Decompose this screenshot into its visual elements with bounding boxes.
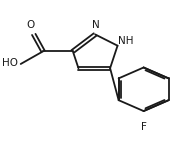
Text: HO: HO (2, 58, 19, 68)
Text: O: O (27, 20, 35, 30)
Text: F: F (141, 122, 146, 131)
Text: NH: NH (118, 36, 134, 46)
Text: N: N (92, 20, 100, 30)
